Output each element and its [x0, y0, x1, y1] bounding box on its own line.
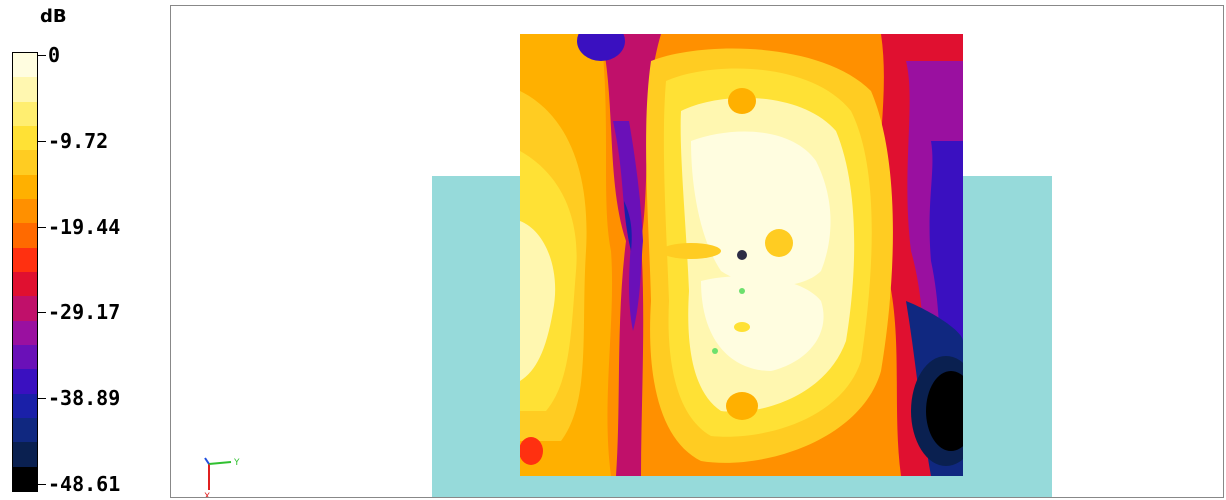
legend-tick-label: -48.61: [48, 472, 121, 496]
source-marker: [737, 250, 747, 260]
legend-color-step: [13, 101, 37, 126]
legend-color-step: [13, 53, 37, 78]
legend-tick-label: -29.17: [48, 300, 121, 325]
legend-color-step: [13, 393, 37, 418]
heatmap-contours: [520, 34, 963, 476]
legend-tick: [38, 484, 46, 485]
legend-color-step: [13, 77, 37, 102]
y-axis-label: Y: [233, 458, 240, 468]
legend-color-bar: [12, 52, 38, 492]
legend-tick-label: -38.89: [48, 386, 121, 411]
field-viewport[interactable]: Y X: [170, 5, 1224, 498]
axis-triad-icon: Y X: [204, 457, 240, 498]
legend-color-step: [13, 296, 37, 321]
legend-color-step: [13, 320, 37, 345]
legend-tick: [38, 312, 46, 314]
legend-unit-label: dB: [40, 6, 67, 27]
legend-tick-label: -9.72: [48, 128, 109, 153]
legend-tick: [38, 226, 46, 228]
legend-tick-label: 0: [48, 43, 61, 67]
legend-tick: [38, 140, 46, 142]
legend-color-step: [13, 344, 37, 370]
receiver-marker: [739, 288, 745, 294]
sound-field-plot: [432, 34, 1052, 497]
legend-tick: [38, 55, 46, 56]
legend-color-step: [13, 150, 37, 175]
legend-color-step: [13, 466, 37, 491]
legend-color-step: [13, 369, 37, 394]
legend-color-step: [13, 223, 37, 248]
legend-color-step: [13, 442, 37, 467]
legend-tick-label: -19.44: [48, 214, 121, 239]
legend-color-step: [13, 417, 37, 443]
receiver-marker: [712, 348, 718, 354]
legend-tick: [38, 398, 46, 400]
x-axis-label: X: [204, 492, 210, 498]
legend-color-step: [13, 125, 37, 151]
legend-color-step: [13, 198, 37, 224]
legend-color-step: [13, 247, 37, 272]
legend-color-step: [13, 271, 37, 297]
legend-color-step: [13, 174, 37, 199]
color-legend: dB 0 -9.72 -19.44 -29.17 -38.89 -48.61: [0, 0, 170, 500]
